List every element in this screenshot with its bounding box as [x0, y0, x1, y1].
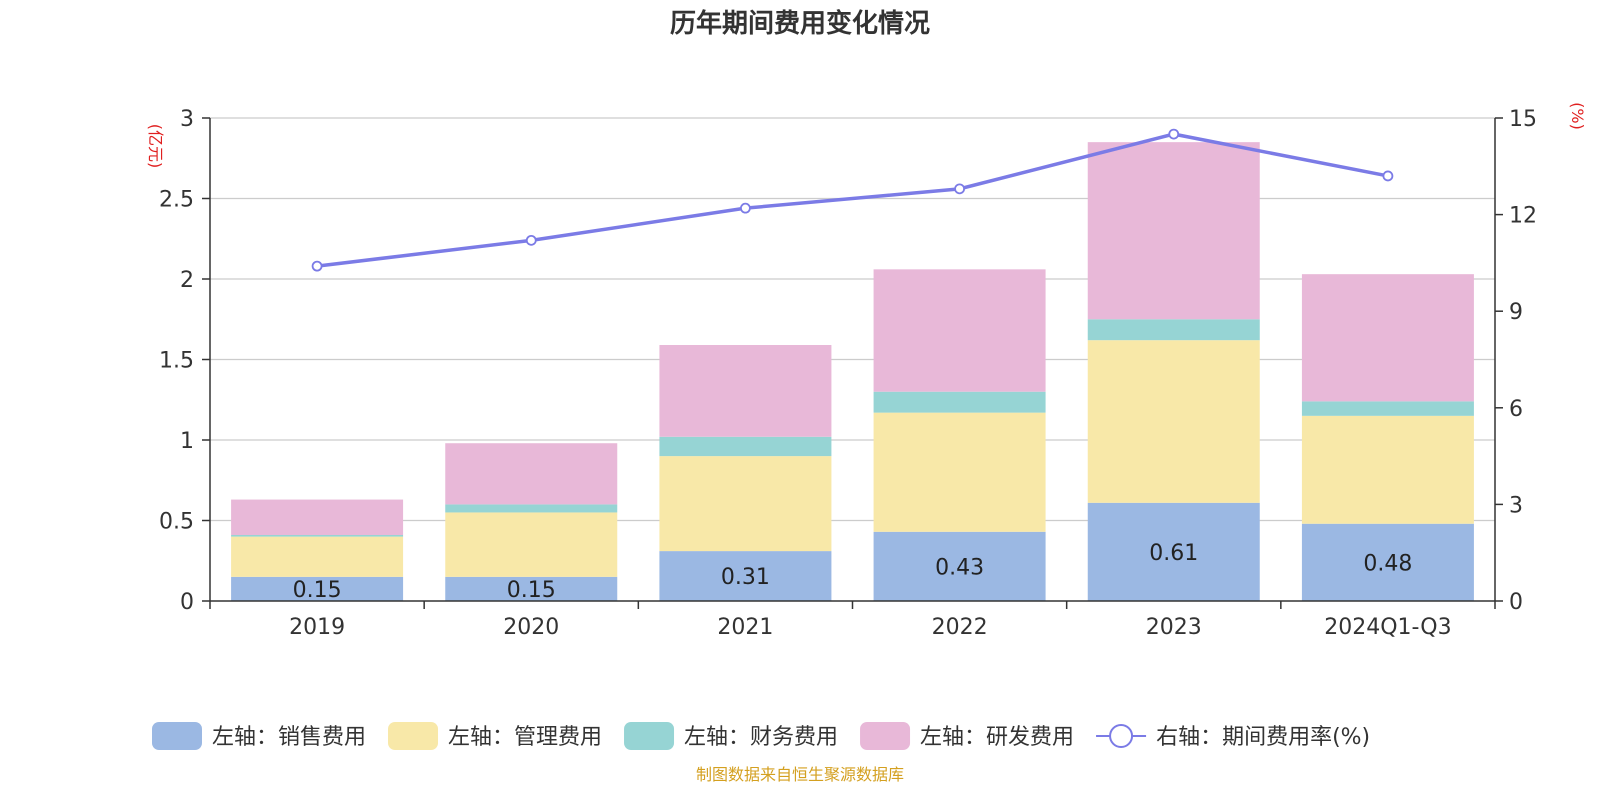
bar-segment-3-2019 [231, 534, 404, 537]
legend-item-5[interactable]: 右轴：期间费用率(%) [1096, 724, 1370, 750]
data-label: 0.43 [935, 555, 984, 580]
bar-segment-4-2022 [873, 269, 1046, 392]
left-tick-label: 2 [180, 268, 194, 293]
bar-segment-3-2021 [659, 436, 832, 457]
rate-point [311, 260, 323, 272]
bar-segment-4-2023 [1087, 142, 1260, 320]
legend-item-3[interactable]: 左轴：财务费用 [624, 722, 838, 750]
legend-swatch [624, 722, 675, 750]
legend-label: 左轴：管理费用 [448, 725, 602, 750]
data-label: 0.31 [721, 565, 770, 590]
bar-segment-1-2023 [1087, 502, 1260, 601]
rate-point [1382, 170, 1394, 182]
legend: 左轴：销售费用 左轴：管理费用 左轴：财务费用 左轴：研发费用 右轴：期间费用率(%) [152, 722, 1370, 750]
x-tick-label: 2022 [932, 615, 988, 640]
bar-segment-4-2020 [445, 443, 618, 505]
bar-segment-4-2019 [231, 499, 404, 535]
data-labels: 0.15 0.15 0.31 0.43 0.61 0.48 [293, 541, 1413, 603]
data-label: 0.15 [507, 578, 556, 603]
bar-segment-1-2020 [445, 576, 618, 601]
bars [231, 142, 1474, 601]
bar-segment-2-2020 [445, 512, 618, 577]
bar-segment-1-2024Q1-Q3 [1301, 523, 1474, 601]
bar-segment-2-2024Q1-Q3 [1301, 415, 1474, 524]
right-tick-label: 0 [1509, 590, 1523, 615]
left-tick-label: 1 [180, 429, 194, 454]
bar-segment-1-2021 [659, 551, 832, 601]
legend-label: 左轴：销售费用 [212, 725, 366, 750]
bar-segment-2-2021 [659, 456, 832, 552]
right-tick-label: 12 [1509, 204, 1537, 229]
bar-segment-2-2019 [231, 536, 404, 577]
bar-segment-1-2019 [231, 576, 404, 601]
bar-segment-2-2023 [1087, 340, 1260, 503]
right-tick-label: 3 [1509, 493, 1523, 518]
x-tick-label: 2021 [717, 615, 773, 640]
left-tick-label: 2.5 [159, 188, 194, 213]
left-axis-unit: (亿元) [146, 124, 165, 169]
left-tick-label: 0.5 [159, 510, 194, 535]
rate-point [1168, 128, 1180, 140]
rate-point [525, 234, 537, 246]
right-axis-unit: (%) [1568, 102, 1587, 130]
legend-circle-key [1109, 724, 1134, 748]
rate-line-series [311, 128, 1394, 272]
axes: 0 0.5 1 1.5 2 2.5 3 0 3 6 9 12 15 2019 2020 2021 2022 202… [159, 107, 1537, 640]
bar-segment-3-2023 [1087, 319, 1260, 341]
bar-segment-3-2024Q1-Q3 [1301, 401, 1474, 416]
right-tick-label: 15 [1509, 107, 1537, 132]
x-tick-label: 2020 [503, 615, 559, 640]
bar-segment-4-2021 [659, 345, 832, 437]
rate-line [316, 132, 1389, 268]
right-tick-label: 6 [1509, 397, 1523, 422]
legend-item-1[interactable]: 左轴：销售费用 [152, 722, 366, 750]
data-label: 0.15 [293, 578, 342, 603]
left-tick-label: 1.5 [159, 349, 194, 374]
chart-title: 历年期间费用变化情况 [670, 8, 930, 39]
legend-item-2[interactable]: 左轴：管理费用 [388, 722, 602, 750]
left-tick-label: 0 [180, 590, 194, 615]
bar-segment-4-2024Q1-Q3 [1301, 274, 1474, 402]
bar-segment-1-2022 [873, 531, 1046, 601]
bar-segment-2-2022 [873, 412, 1046, 532]
source-note: 制图数据来自恒生聚源数据库 [696, 765, 904, 784]
bar-segment-3-2020 [445, 504, 618, 513]
left-tick-label: 3 [180, 107, 194, 132]
legend-label: 右轴：期间费用率(%) [1156, 725, 1370, 750]
x-tick-label: 2019 [289, 615, 345, 640]
x-tick-label: 2023 [1146, 615, 1202, 640]
legend-swatch [152, 722, 202, 750]
data-label: 0.61 [1149, 541, 1198, 566]
legend-item-4[interactable]: 左轴：研发费用 [860, 722, 1074, 750]
right-tick-label: 9 [1509, 300, 1523, 325]
bar-segment-3-2022 [873, 391, 1046, 413]
legend-label: 左轴：财务费用 [684, 725, 838, 750]
x-tick-label: 2024Q1-Q3 [1324, 615, 1451, 640]
legend-swatch [388, 722, 439, 750]
rate-point [954, 183, 965, 195]
legend-label: 左轴：研发费用 [920, 725, 1074, 750]
legend-swatch [860, 722, 911, 750]
data-label: 0.48 [1363, 551, 1412, 576]
rate-point [740, 202, 751, 214]
